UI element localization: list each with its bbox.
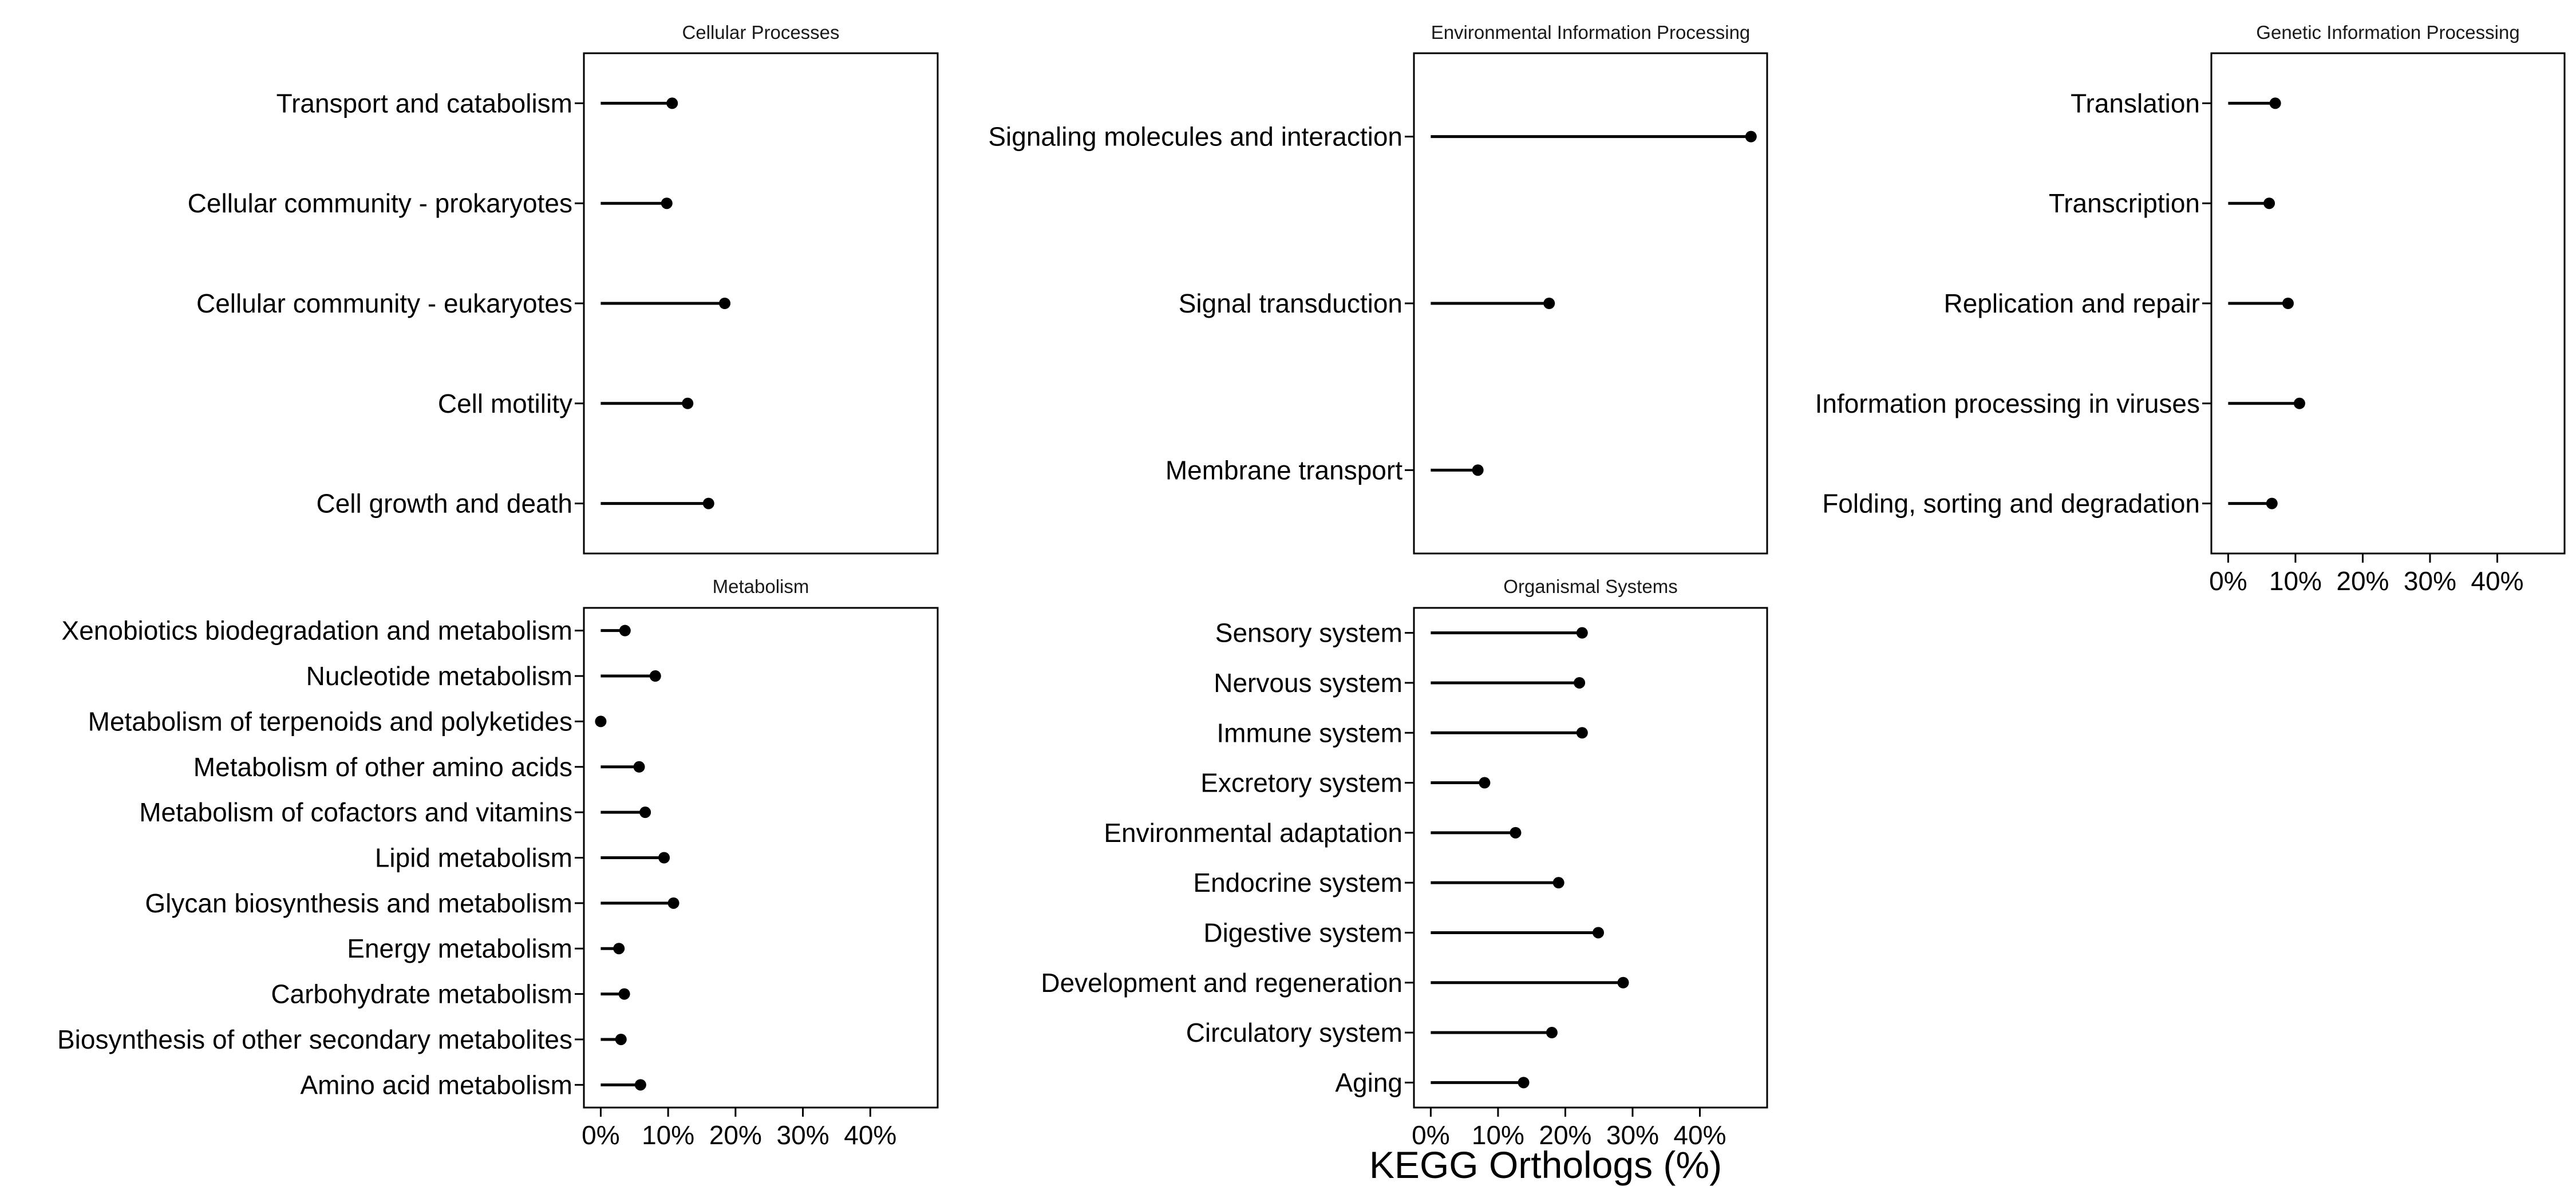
lollipop-point [2282, 298, 2294, 309]
x-tick-label: 10% [642, 1120, 694, 1150]
x-tick-label: 10% [2269, 566, 2322, 596]
category-label: Carbohydrate metabolism [271, 979, 572, 1009]
x-tick-label: 40% [844, 1120, 896, 1150]
x-tick-label: 0% [1412, 1120, 1449, 1150]
x-tick-label: 20% [709, 1120, 762, 1150]
category-label: Lipid metabolism [375, 843, 572, 873]
category-label: Metabolism of cofactors and vitamins [139, 797, 572, 827]
category-label: Information processing in viruses [1815, 389, 2200, 418]
lollipop-point [618, 988, 630, 1000]
panels-layer: Cellular Processes Transport and cataboli… [57, 22, 2566, 1150]
lollipop-point [1617, 976, 1629, 989]
category-label: Endocrine system [1193, 868, 1402, 897]
lollipop-point [2263, 197, 2275, 209]
category-label: Immune system [1216, 718, 1402, 748]
panel: Cellular Processes Transport and cataboli… [188, 22, 939, 555]
x-tick-label: 20% [1539, 1120, 1591, 1150]
x-tick-label: 30% [777, 1120, 829, 1150]
lollipop-point [1472, 464, 1484, 476]
panel: Organismal Systems Sensory system Nervous … [1041, 576, 1768, 1150]
x-tick-label: 20% [2336, 566, 2389, 596]
x-tick-label: 40% [1673, 1120, 1726, 1150]
category-label: Circulatory system [1186, 1018, 1402, 1047]
lollipop-point [667, 897, 679, 909]
category-label: Cellular community - prokaryotes [188, 188, 572, 218]
lollipop-point [595, 715, 607, 727]
category-label: Sensory system [1215, 618, 1402, 648]
lollipop-point [1574, 677, 1586, 689]
category-label: Metabolism of other amino acids [193, 752, 572, 782]
panel-frame [1413, 607, 1768, 1109]
lollipop-point [1543, 298, 1555, 309]
lollipop-point [658, 852, 670, 864]
lollipop-point [615, 1033, 627, 1045]
category-label: Folding, sorting and degradation [1822, 489, 2200, 519]
category-label: Cellular community - eukaryotes [196, 288, 572, 318]
lollipop-point [702, 497, 714, 509]
lollipop-point [1518, 1077, 1530, 1089]
panel-title: Environmental Information Processing [1431, 22, 1751, 43]
lollipop-point [666, 97, 678, 109]
category-label: Signaling molecules and interaction [988, 122, 1402, 152]
panel-title: Genetic Information Processing [2256, 22, 2519, 43]
panel-title: Metabolism [713, 576, 809, 597]
category-label: Excretory system [1200, 768, 1402, 798]
category-label: Nucleotide metabolism [306, 661, 572, 691]
lollipop-point [1576, 627, 1588, 639]
category-label: Translation [2071, 88, 2200, 118]
x-tick-label: 0% [582, 1120, 619, 1150]
lollipop-point [1576, 727, 1588, 739]
lollipop-point [2266, 497, 2278, 509]
category-label: Cell growth and death [316, 489, 572, 519]
category-label: Metabolism of terpenoids and polyketides [88, 706, 572, 736]
x-tick-label: 40% [2471, 566, 2523, 596]
category-label: Energy metabolism [347, 934, 572, 963]
panel: Metabolism Xenobiotics biodegradation and… [57, 576, 939, 1150]
lollipop-point [2293, 397, 2305, 409]
category-label: Aging [1335, 1067, 1402, 1097]
lollipop-point [1479, 777, 1491, 789]
x-tick-label: 30% [2404, 566, 2456, 596]
lollipop-point [1593, 927, 1605, 939]
category-label: Digestive system [1203, 918, 1402, 947]
lollipop-point [2269, 97, 2281, 109]
x-tick-label: 30% [1606, 1120, 1659, 1150]
category-label: Transport and catabolism [276, 88, 572, 118]
lollipop-point [661, 197, 673, 209]
category-label: Biosynthesis of other secondary metaboli… [57, 1025, 572, 1054]
category-label: Cell motility [438, 389, 572, 418]
category-label: Xenobiotics biodegradation and metabolis… [62, 616, 572, 646]
lollipop-point [682, 397, 694, 409]
lollipop-point [649, 670, 661, 682]
lollipop-point [613, 943, 625, 955]
category-label: Replication and repair [1944, 288, 2200, 318]
category-label: Development and regeneration [1041, 968, 1402, 998]
lollipop-point [1552, 877, 1564, 889]
category-label: Transcription [2049, 188, 2200, 218]
panel-title: Cellular Processes [682, 22, 839, 43]
category-label: Signal transduction [1179, 288, 1402, 318]
x-tick-label: 10% [1472, 1120, 1524, 1150]
panel: Genetic Information Processing Translatio… [1815, 22, 2566, 596]
category-label: Membrane transport [1165, 455, 1402, 485]
lollipop-point [619, 624, 631, 636]
lollipop-point [639, 806, 651, 819]
category-label: Amino acid metabolism [300, 1070, 572, 1100]
x-tick-label: 0% [2209, 566, 2247, 596]
panel-title: Organismal Systems [1503, 576, 1677, 597]
lollipop-point [633, 761, 645, 773]
lollipop-point [1546, 1027, 1558, 1039]
category-label: Glycan biosynthesis and metabolism [145, 888, 572, 918]
x-axis-title: KEGG Orthologs (%) [1369, 1144, 1722, 1186]
category-label: Environmental adaptation [1104, 818, 1402, 848]
panel: Environmental Information Processing Sign… [988, 22, 1768, 555]
lollipop-point [634, 1079, 646, 1091]
lollipop-point [1510, 827, 1522, 839]
lollipop-point [719, 298, 731, 309]
lollipop-point [1745, 131, 1757, 143]
category-label: Nervous system [1214, 668, 1402, 698]
